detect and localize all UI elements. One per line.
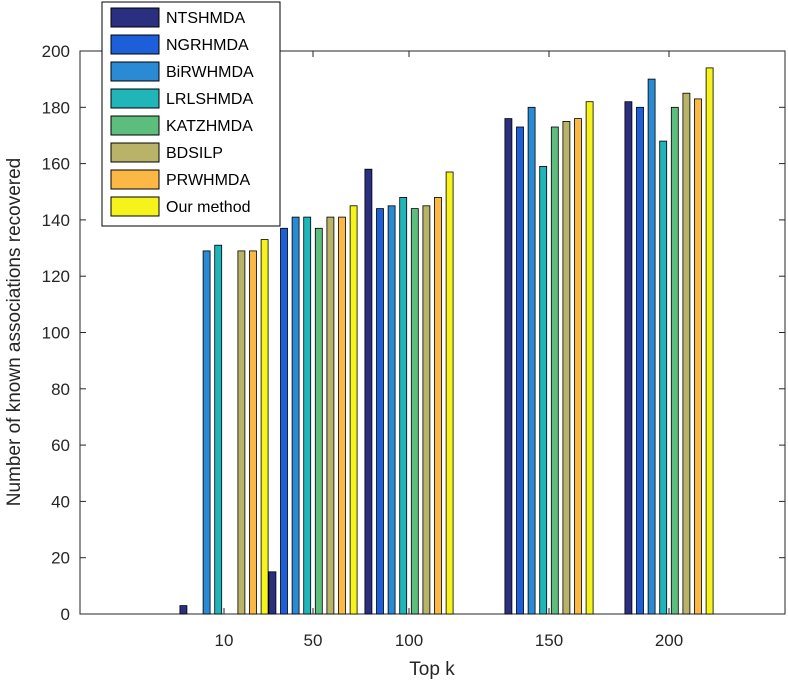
bar-our-method-150 <box>585 101 594 615</box>
bar-ntshmda-10 <box>179 605 188 615</box>
legend-label: KATZHMDA <box>166 118 253 135</box>
bar-bdsilp-100 <box>422 205 431 615</box>
bar-ngrhmda-150 <box>516 126 524 615</box>
bar-bdsilp-50 <box>326 216 335 615</box>
y-tick-label: 60 <box>51 436 70 455</box>
x-axis-label: Top k <box>409 659 455 680</box>
bar-bdsilp-150 <box>562 121 571 615</box>
x-tick-label: 150 <box>535 631 563 650</box>
bar-bdsilp-10 <box>237 250 246 615</box>
y-axis-ticks: 0 20 40 60 80 100 120 140 160 180 200 <box>42 42 785 624</box>
bar-ntshmda-50 <box>268 571 277 615</box>
legend-label: NTSHMDA <box>166 10 245 27</box>
bar-lrlshmda-100 <box>399 196 408 615</box>
y-tick-label: 200 <box>42 42 70 61</box>
legend-swatch <box>110 7 160 28</box>
bar-ngrhmda-100 <box>376 208 384 615</box>
legend-swatch <box>110 142 160 163</box>
x-tick-label: 50 <box>304 631 323 650</box>
legend-swatch <box>110 115 160 136</box>
y-tick-label: 100 <box>42 324 70 343</box>
bar-katzhmda-150 <box>550 126 559 615</box>
bar-bdsilp-200 <box>682 92 691 615</box>
bar-prwhmda-10 <box>249 250 257 615</box>
bar-our-method-50 <box>349 205 358 615</box>
bar-prwhmda-50 <box>338 216 346 615</box>
bar-prwhmda-150 <box>574 118 582 615</box>
bar-katzhmda-200 <box>670 106 679 615</box>
bar-birwhmda-150 <box>527 106 536 615</box>
bar-katzhmda-100 <box>410 208 419 615</box>
bar-lrlshmda-150 <box>539 165 548 615</box>
bar-katzhmda-50 <box>314 227 323 615</box>
y-tick-label: 120 <box>42 267 70 286</box>
bar-birwhmda-10 <box>202 250 211 615</box>
bar-our-method-100 <box>445 171 454 615</box>
bar-lrlshmda-200 <box>659 140 668 615</box>
y-tick-label: 180 <box>42 98 70 117</box>
bar-birwhmda-200 <box>647 78 656 615</box>
legend-label: PRWHMDA <box>166 172 250 189</box>
legend: NTSHMDA NGRHMDA BiRWHMDA LRLSHMDA KATZHMDA BD… <box>101 1 281 227</box>
y-axis-label: Number of known associations recovered <box>4 158 25 507</box>
y-tick-label: 160 <box>42 155 70 174</box>
x-tick-label: 200 <box>655 631 683 650</box>
y-tick-label: 20 <box>51 549 70 568</box>
y-tick-label: 40 <box>51 492 70 511</box>
bar-our-method-200 <box>705 67 714 615</box>
bars <box>179 67 714 615</box>
legend-label: LRLSHMDA <box>166 91 253 108</box>
legend-swatch <box>110 88 160 109</box>
legend-swatch <box>110 34 160 55</box>
x-tick-label: 100 <box>395 631 423 650</box>
legend-label: Our method <box>166 199 250 216</box>
bar-prwhmda-200 <box>694 98 702 615</box>
bar-ntshmda-150 <box>504 118 513 615</box>
bar-birwhmda-50 <box>291 216 300 615</box>
bar-ngrhmda-50 <box>280 227 288 615</box>
y-tick-label: 80 <box>51 380 70 399</box>
bar-lrlshmda-50 <box>303 216 312 615</box>
legend-label: BiRWHMDA <box>166 64 254 81</box>
legend-label: BDSILP <box>166 145 223 162</box>
bar-ntshmda-200 <box>624 101 633 615</box>
y-tick-label: 140 <box>42 211 70 230</box>
bar-prwhmda-100 <box>434 196 442 615</box>
legend-swatch <box>110 61 160 82</box>
legend-swatch <box>110 169 160 190</box>
bar-birwhmda-100 <box>387 205 396 615</box>
x-axis-ticks: 10 50 100 150 200 <box>215 51 683 650</box>
legend-swatch <box>110 196 160 217</box>
legend-label: NGRHMDA <box>166 37 249 54</box>
bar-ngrhmda-200 <box>636 106 644 615</box>
bar-ntshmda-100 <box>364 168 373 615</box>
bar-our-method-10 <box>260 239 269 615</box>
x-tick-label: 10 <box>215 631 234 650</box>
bar-lrlshmda-10 <box>214 244 223 615</box>
y-tick-label: 0 <box>61 605 70 624</box>
